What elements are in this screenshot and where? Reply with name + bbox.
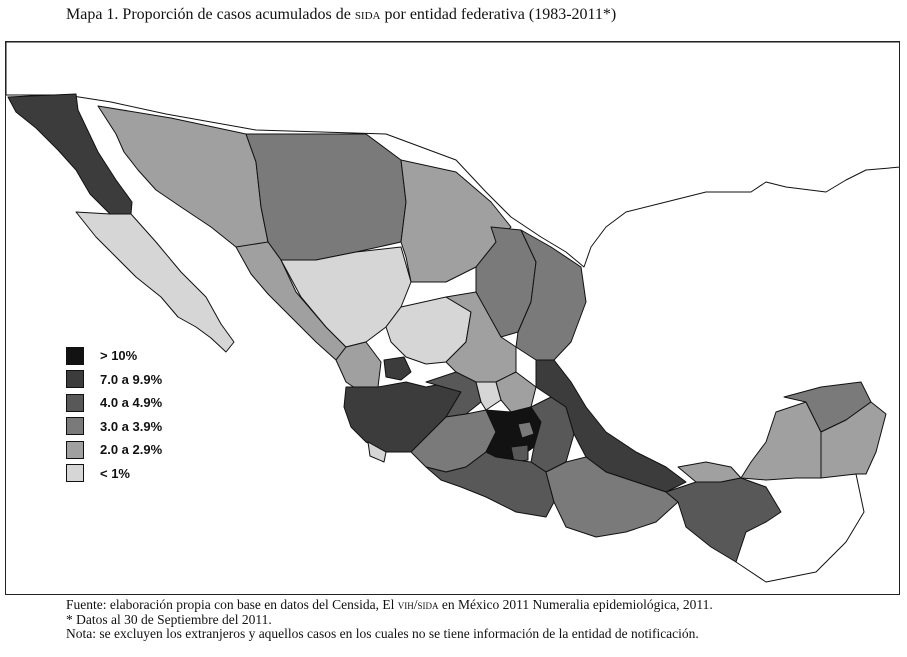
legend-item: < 1% xyxy=(66,462,162,486)
legend-item: 4.0 a 4.9% xyxy=(66,391,162,415)
legend-label: 2.0 a 2.9% xyxy=(100,442,163,458)
map-legend: > 10% 7.0 a 9.9% 4.0 a 4.9% 3.0 a 3.9% 2… xyxy=(66,344,162,485)
usa-territory xyxy=(6,42,899,268)
legend-swatch xyxy=(66,464,84,483)
legend-label: 7.0 a 9.9% xyxy=(100,371,163,387)
legend-label: < 1% xyxy=(100,465,130,481)
legend-swatch xyxy=(66,440,84,459)
legend-item: 2.0 a 2.9% xyxy=(66,438,162,462)
legend-item: > 10% xyxy=(66,344,162,368)
state-chihuahua xyxy=(245,133,407,261)
legend-label: 3.0 a 3.9% xyxy=(100,418,163,434)
state-queretaro xyxy=(475,381,502,411)
state-cdmx xyxy=(517,421,535,439)
mexico-choropleth-map xyxy=(6,42,899,583)
state-morelos xyxy=(510,444,529,463)
legend-label: > 10% xyxy=(100,348,138,364)
source-note: Fuente: elaboración propia con base en d… xyxy=(66,597,713,612)
state-campeche xyxy=(740,401,822,481)
state-colima xyxy=(367,441,387,463)
legend-swatch xyxy=(66,346,84,365)
state-baja-california-sur xyxy=(75,211,235,353)
legend-swatch xyxy=(66,393,84,412)
legend-item: 7.0 a 9.9% xyxy=(66,368,162,392)
legend-item: 3.0 a 3.9% xyxy=(66,415,162,439)
map-footer: Fuente: elaboración propia con base en d… xyxy=(66,597,713,642)
state-coahuila xyxy=(400,159,512,283)
state-aguascalientes xyxy=(383,356,412,381)
date-note: * Datos al 30 de Septiembre del 2011. xyxy=(66,611,272,627)
map-frame xyxy=(5,41,900,595)
state-quintana-roo xyxy=(820,401,887,479)
legend-label: 4.0 a 4.9% xyxy=(100,395,163,411)
legend-swatch xyxy=(66,417,84,436)
state-guanajuato xyxy=(425,371,482,418)
state-tabasco xyxy=(677,461,742,483)
state-nayarit xyxy=(335,341,382,393)
state-chiapas xyxy=(665,477,782,563)
map-title: Mapa 1. Proporción de casos acumulados d… xyxy=(66,6,617,23)
legend-swatch xyxy=(66,370,84,389)
exclusion-note: Nota: se excluyen los extranjeros y aque… xyxy=(66,626,699,641)
